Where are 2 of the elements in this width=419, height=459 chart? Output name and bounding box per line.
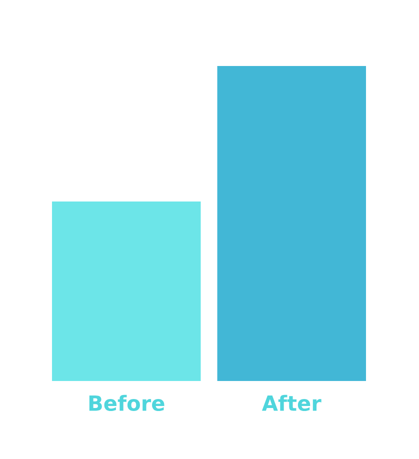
x-tick-label: Before	[89, 394, 164, 412]
x-tick-label: After	[262, 394, 322, 412]
